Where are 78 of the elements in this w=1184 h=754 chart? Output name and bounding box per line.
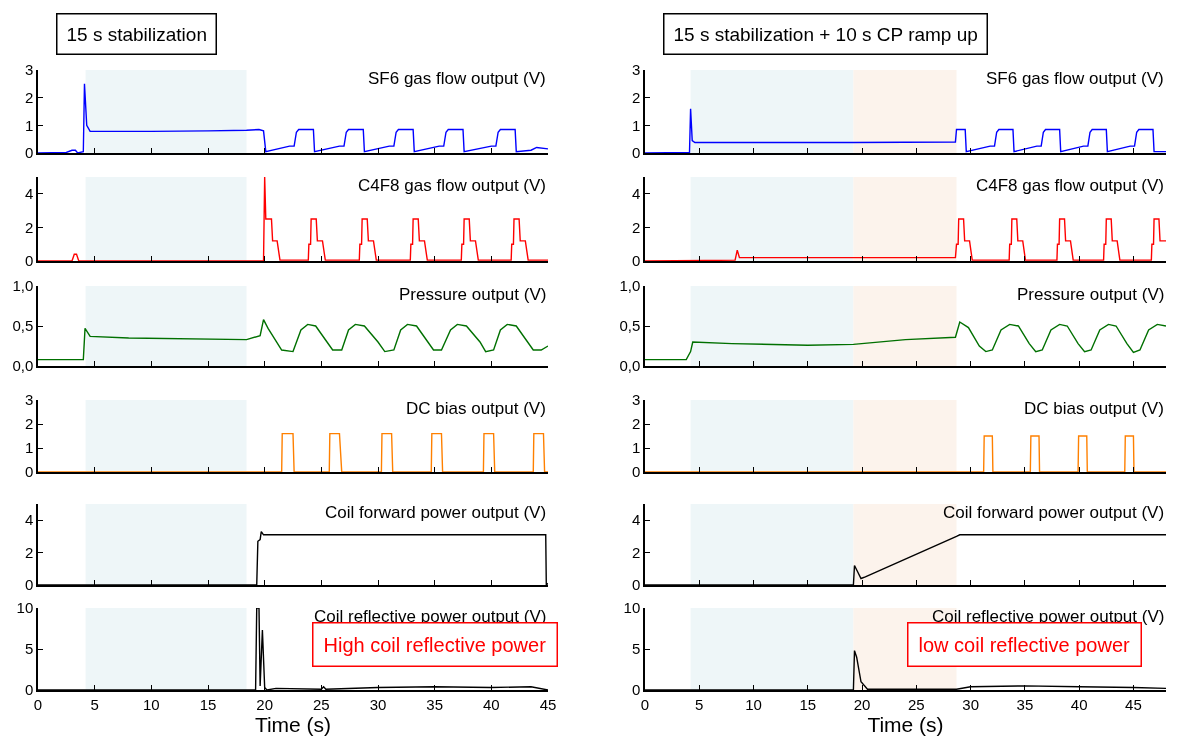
y-tick-label: 0 — [24, 576, 34, 594]
y-tick-label: 3 — [24, 391, 34, 409]
chart-title: SF6 gas flow output (V) — [986, 69, 1164, 88]
annotation: High coil reflective power — [323, 633, 547, 656]
y-tick-label: 5 — [24, 640, 34, 658]
x-tick-label: 45 — [1125, 695, 1142, 713]
chart-title: C4F8 gas flow output (V) — [976, 176, 1165, 195]
text: 15 s stabilization — [66, 23, 207, 45]
y-tick-label: 2 — [24, 543, 34, 561]
y-tick-label: 0 — [631, 576, 641, 594]
line-series — [38, 318, 548, 361]
y-tick-label: 3 — [631, 61, 641, 79]
y-tick-label: 0 — [24, 144, 34, 162]
y-tick-label: 2 — [24, 218, 34, 236]
line-series — [645, 321, 1166, 361]
y-tick-label: 1 — [24, 116, 34, 134]
chart-title: Coil forward power output (V) — [325, 503, 547, 522]
x-tick-label: 10 — [142, 695, 160, 713]
y-tick-label: 5 — [631, 640, 641, 658]
y-tick-label: 4 — [631, 511, 641, 529]
y-tick-label: 0 — [24, 252, 34, 270]
y-tick-label: 2 — [631, 88, 641, 106]
y-tick-label: 0,5 — [12, 317, 34, 335]
x-tick-label: 45 — [539, 695, 557, 713]
x-tick-label: 40 — [482, 695, 500, 713]
y-tick-label: 2 — [631, 543, 641, 561]
x-axis-title: Time (s) — [254, 712, 332, 736]
y-tick-label: 0 — [631, 144, 641, 162]
line-series — [38, 177, 548, 261]
y-tick-label: 4 — [24, 185, 34, 203]
y-tick-label: 0,5 — [619, 317, 641, 335]
x-tick-label: 35 — [1016, 695, 1034, 713]
chart-title: C4F8 gas flow output (V) — [358, 176, 547, 195]
x-tick-label: 30 — [962, 695, 979, 713]
y-tick-label: 2 — [631, 218, 641, 236]
y-tick-label: 1 — [24, 439, 34, 457]
y-tick-label: 4 — [24, 511, 34, 529]
y-tick-label: 2 — [24, 415, 34, 433]
x-tick-label: 30 — [369, 695, 387, 713]
y-tick-label: 0,0 — [619, 357, 641, 375]
chart-title: Coil reflective power output (V) — [932, 607, 1165, 626]
chart-title: SF6 gas flow output (V) — [368, 69, 546, 88]
x-tick-label: 15 — [799, 695, 817, 713]
y-tick-label: 0 — [631, 681, 641, 699]
y-tick-label: 0,0 — [12, 357, 34, 375]
y-tick-label: 10 — [16, 599, 34, 617]
y-tick-label: 0 — [631, 463, 641, 481]
x-tick-label: 10 — [745, 695, 762, 713]
y-tick-label: 1,0 — [12, 277, 34, 295]
x-tick-label: 5 — [695, 695, 704, 713]
x-axis-title: Time (s) — [867, 712, 944, 736]
x-tick-label: 40 — [1070, 695, 1088, 713]
y-tick-label: 3 — [631, 391, 641, 409]
x-tick-label: 35 — [426, 695, 444, 713]
y-tick-label: 1 — [631, 439, 641, 457]
y-tick-label: 2 — [24, 88, 34, 106]
y-tick-label: 3 — [24, 61, 34, 79]
x-tick-label: 25 — [908, 695, 925, 713]
x-tick-label: 5 — [90, 695, 99, 713]
x-tick-label: 15 — [199, 695, 217, 713]
y-tick-label: 1 — [631, 116, 641, 134]
y-tick-label: 0 — [24, 463, 34, 481]
y-tick-label: 0 — [631, 252, 641, 270]
text: 15 s stabilization + 10 s CP ramp up — [673, 23, 978, 45]
y-tick-label: 4 — [631, 185, 641, 203]
x-tick-label: 20 — [853, 695, 871, 713]
x-tick-label: 25 — [312, 695, 330, 713]
chart-title: Pressure output (V) — [399, 285, 547, 304]
y-tick-label: 0 — [24, 681, 34, 699]
chart-title: Coil forward power output (V) — [943, 503, 1165, 522]
y-tick-label: 1,0 — [619, 277, 641, 295]
chart-title: DC bias output (V) — [406, 399, 546, 418]
chart-title: Pressure output (V) — [1017, 285, 1165, 304]
annotation: low coil reflective power — [918, 633, 1131, 656]
y-tick-label: 10 — [623, 599, 641, 617]
chart-title: DC bias output (V) — [1024, 399, 1164, 418]
y-tick-label: 2 — [631, 415, 641, 433]
x-tick-label: 20 — [256, 695, 274, 713]
